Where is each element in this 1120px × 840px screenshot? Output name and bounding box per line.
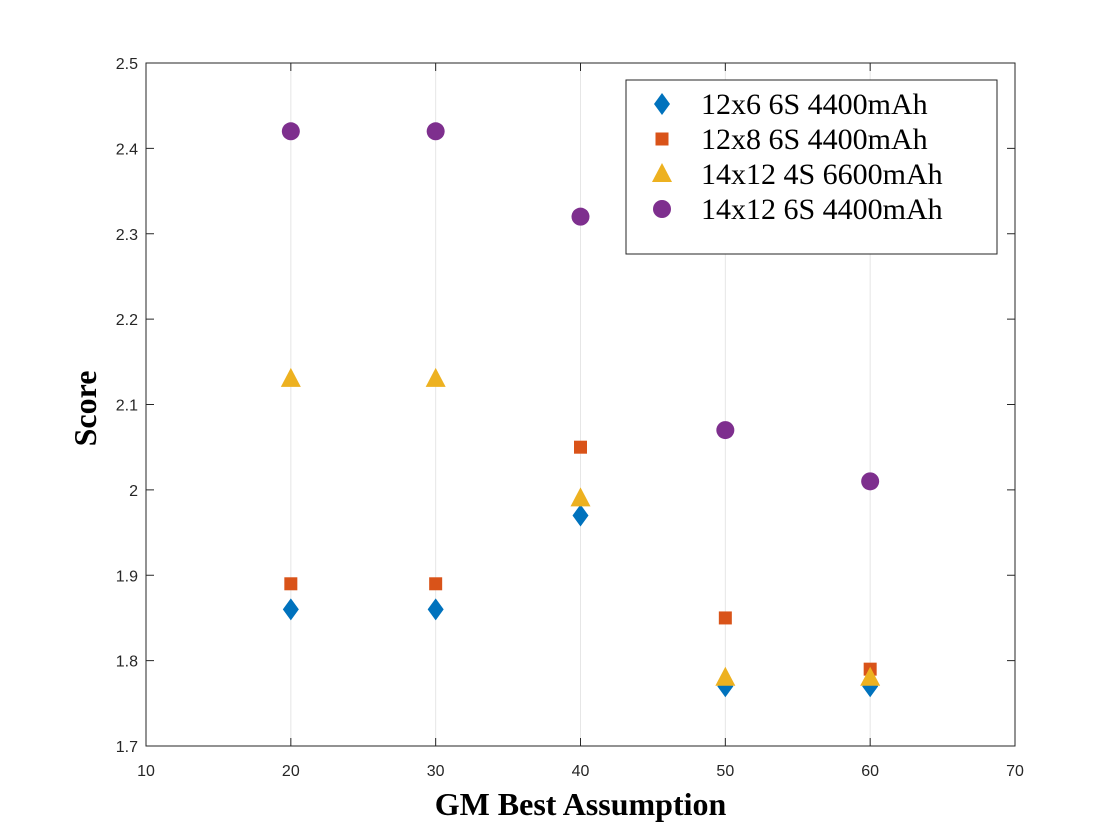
data-point-circle <box>426 122 445 141</box>
x-tick-label: 40 <box>572 763 590 780</box>
data-point-square <box>574 440 587 454</box>
x-tick-label: 30 <box>427 763 445 780</box>
x-tick-label: 60 <box>861 763 879 780</box>
x-axis-title: GM Best Assumption <box>435 786 727 822</box>
legend-label: 14x12 4S 6600mAh <box>701 158 943 191</box>
y-tick-label: 1.7 <box>116 739 138 756</box>
legend-marker-triangle <box>652 163 672 182</box>
y-tick-label: 2.2 <box>116 312 138 329</box>
legend-label: 14x12 6S 4400mAh <box>701 193 943 226</box>
y-tick-label: 1.8 <box>116 654 138 671</box>
data-point-triangle <box>860 666 881 686</box>
x-tick-label: 10 <box>137 763 155 780</box>
y-tick-label: 2.4 <box>116 141 138 158</box>
data-point-square <box>284 577 298 591</box>
x-tick-label: 50 <box>716 763 734 780</box>
y-tick-label: 2.1 <box>116 398 138 415</box>
y-tick-label: 2.5 <box>116 56 138 73</box>
legend-box <box>625 79 998 255</box>
data-point-diamond <box>282 598 299 621</box>
data-point-square <box>429 577 443 591</box>
legend-marker-diamond <box>654 93 670 115</box>
data-point-circle <box>716 421 735 440</box>
legend-label: 12x6 6S 4400mAh <box>701 88 928 121</box>
data-point-circle <box>571 207 590 226</box>
data-point-triangle <box>425 367 446 387</box>
data-point-square <box>718 611 732 625</box>
legend-marker-square <box>655 132 669 146</box>
data-point-diamond <box>572 504 589 527</box>
x-tick-label: 20 <box>282 763 300 780</box>
legend-marker-circle <box>653 200 671 218</box>
y-axis-title: Score <box>67 371 103 447</box>
data-point-diamond <box>427 598 444 621</box>
data-point-circle <box>861 472 880 491</box>
y-tick-label: 2.3 <box>116 227 138 244</box>
data-point-triangle <box>570 487 591 507</box>
data-point-circle <box>281 122 300 141</box>
y-tick-label: 1.9 <box>116 568 138 585</box>
data-markers <box>280 122 881 698</box>
x-tick-label: 70 <box>1006 763 1024 780</box>
data-point-triangle <box>280 367 301 387</box>
legend-label: 12x8 6S 4400mAh <box>701 123 928 156</box>
axis-ticks: 10 20 30 40 50 60 70 1.7 1.8 1.9 2 2.1 2.2 2.3 2.4 2.5 <box>116 56 1024 780</box>
y-tick-label: 2 <box>129 483 138 500</box>
data-point-triangle <box>715 666 736 686</box>
